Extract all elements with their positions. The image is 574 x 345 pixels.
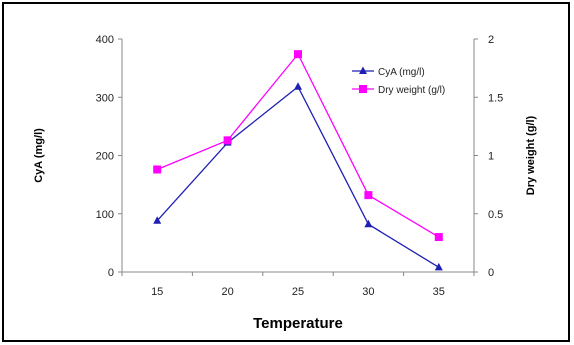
axes (118, 38, 478, 276)
data-point-square (364, 191, 373, 200)
series-dry-weight (153, 50, 443, 242)
y-axis-right-title: Dry weight (g/l) (525, 115, 537, 195)
y-left-tick-label: 300 (96, 92, 114, 104)
legend-marker-triangle (359, 66, 367, 74)
legend: CyA (mg/l) Dry weight (g/l) (352, 66, 445, 96)
x-axis-title: Temperature (253, 315, 343, 332)
y-axis-left-title: CyA (mg/l) (33, 128, 45, 183)
series-line (156, 52, 440, 238)
y-right-tick-label: 1.5 (488, 92, 503, 104)
data-point-square (434, 233, 443, 242)
y-left-tick-label: 0 (108, 267, 114, 279)
data-point-triangle (294, 82, 302, 90)
legend-marker-square (359, 85, 367, 93)
tick-labels: 0 100 200 300 400 0 0.5 1 1.5 2 15 20 25 30 35 (96, 34, 504, 298)
series-cya (153, 82, 443, 271)
x-tick-label: 15 (151, 286, 163, 298)
data-point-square (153, 165, 162, 174)
chart-frame: 0 100 200 300 400 0 0.5 1 1.5 2 15 20 25 30 35 CyA (mg… (2, 2, 570, 342)
data-point-square (223, 136, 232, 145)
y-left-tick-label: 100 (96, 209, 114, 221)
y-right-tick-label: 1 (488, 151, 494, 163)
x-tick-label: 35 (433, 286, 445, 298)
line-chart: 0 100 200 300 400 0 0.5 1 1.5 2 15 20 25 30 35 CyA (mg… (33, 34, 537, 332)
y-left-tick-label: 400 (96, 34, 114, 46)
data-point-triangle (434, 262, 443, 271)
series-line (156, 85, 440, 268)
data-point-square (294, 50, 302, 59)
legend-label: Dry weight (g/l) (378, 85, 445, 96)
y-right-tick-label: 0 (488, 267, 494, 279)
y-right-tick-label: 2 (488, 34, 494, 46)
y-left-tick-label: 200 (96, 151, 114, 163)
series-layer (153, 50, 443, 271)
y-right-tick-label: 0.5 (488, 209, 503, 221)
data-point-triangle (364, 219, 373, 228)
x-tick-label: 30 (362, 286, 374, 298)
x-tick-label: 20 (221, 286, 233, 298)
legend-label: CyA (mg/l) (378, 67, 425, 78)
x-tick-label: 25 (292, 286, 304, 298)
data-point-triangle (153, 216, 162, 224)
